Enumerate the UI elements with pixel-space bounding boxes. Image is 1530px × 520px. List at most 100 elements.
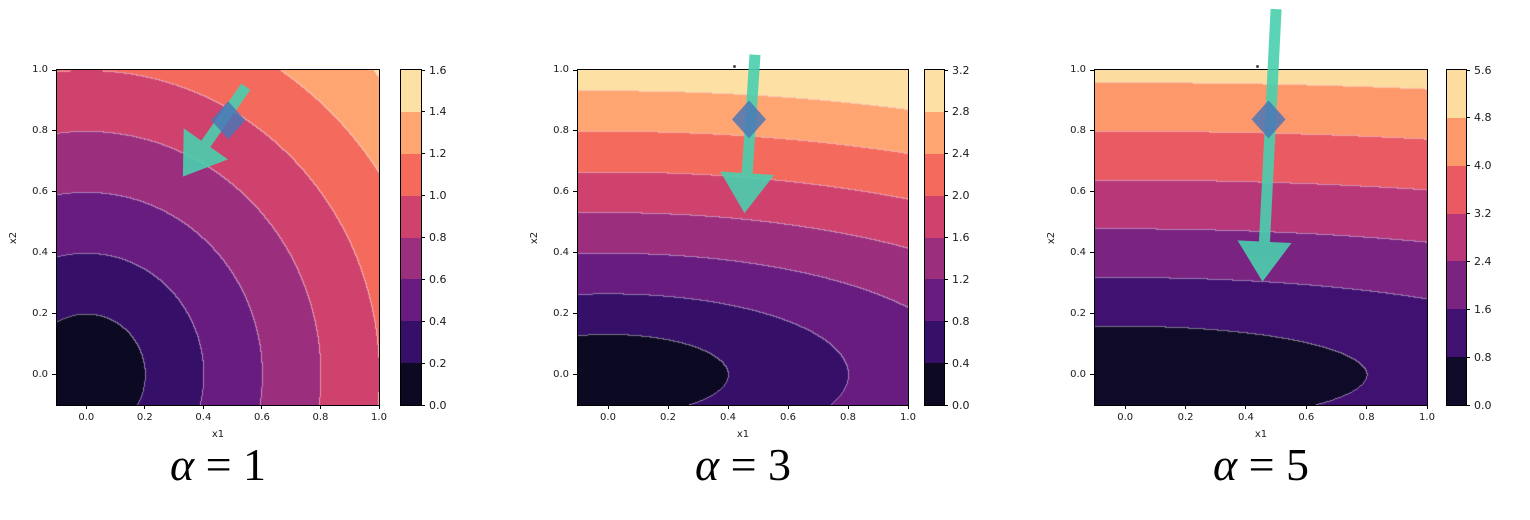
colorbar-alpha-3 <box>924 69 945 406</box>
x-tick <box>1426 405 1428 409</box>
colorbar-band <box>1447 261 1466 310</box>
colorbar-band <box>1447 70 1466 118</box>
alpha-symbol: α <box>169 439 195 490</box>
y-tick <box>573 130 577 132</box>
colorbar-tick <box>1466 165 1470 167</box>
y-tick-label: 0.0 <box>1070 368 1086 380</box>
y-tick <box>52 252 56 254</box>
y-tick-label: 0.4 <box>32 246 48 258</box>
colorbar-tick-label: 0.8 <box>429 231 447 244</box>
alpha-symbol: α <box>1212 439 1238 490</box>
colorbar-tick-label: 2.8 <box>952 105 970 119</box>
colorbar-band <box>401 70 421 112</box>
colorbar-tick <box>421 153 425 155</box>
y-tick-label: 0.0 <box>553 368 569 380</box>
x-tick-label: 0.8 <box>312 412 329 423</box>
x-tick <box>261 405 263 409</box>
x-tick <box>667 405 669 409</box>
y-tick <box>52 191 56 193</box>
colorbar-alpha-1 <box>400 69 422 406</box>
colorbar-tick-label: 1.6 <box>1474 302 1492 316</box>
colorbar-band <box>401 195 421 238</box>
colorbar-tick <box>1466 260 1470 262</box>
alpha-symbol: α <box>694 439 720 490</box>
colorbar-tick <box>1466 117 1470 119</box>
y-tick-label: 0.4 <box>553 246 569 258</box>
colorbar-tick-label: 2.0 <box>952 189 970 203</box>
y-tick-label: 0.6 <box>1070 185 1086 197</box>
colorbar-tick <box>421 404 425 406</box>
y-axis-label: x2 <box>1046 231 1057 244</box>
y-tick <box>1090 130 1094 132</box>
y-tick-label: 0.2 <box>1070 307 1086 319</box>
y-tick <box>573 252 577 254</box>
colorbar-tick-label: 0.4 <box>429 314 447 328</box>
colorbar-alpha-5 <box>1446 69 1467 406</box>
colorbar-band <box>401 321 421 364</box>
colorbar-tick-label: 1.6 <box>429 63 447 77</box>
x-tick-label: 1.0 <box>900 412 916 423</box>
colorbar-tick-label: 0.0 <box>429 398 447 412</box>
colorbar-tick <box>944 195 948 197</box>
colorbar-tick-label: 5.6 <box>1474 63 1492 77</box>
colorbar-tick <box>1466 356 1470 358</box>
y-tick-label: 0.4 <box>1070 246 1086 258</box>
y-tick <box>1090 191 1094 193</box>
colorbar-band <box>1447 213 1466 262</box>
y-tick <box>52 313 56 315</box>
colorbar-tick-label: 1.6 <box>952 231 970 244</box>
colorbar-tick <box>421 278 425 280</box>
colorbar-tick <box>944 237 948 238</box>
colorbar-band <box>1447 309 1466 358</box>
y-tick-label: 1.0 <box>32 64 48 75</box>
y-tick-label: 0.8 <box>553 124 569 136</box>
colorbar-tick <box>1466 404 1470 406</box>
figure-caption-alpha-1: α = 1 <box>58 436 378 494</box>
colorbar-band <box>925 70 944 112</box>
colorbar-tick <box>944 404 948 406</box>
caption-value: = 1 <box>194 439 267 490</box>
colorbar-band <box>401 279 421 322</box>
x-tick-label: 0.0 <box>600 412 616 423</box>
x-tick <box>847 405 849 409</box>
y-tick <box>1090 313 1094 315</box>
x-tick-label: 0.4 <box>195 412 212 423</box>
colorbar-tick <box>1466 213 1470 215</box>
y-tick <box>573 374 577 376</box>
x-tick <box>202 405 204 409</box>
colorbar-tick <box>421 362 425 364</box>
colorbar-tick <box>944 278 948 280</box>
x-axis-label: x1 <box>1254 429 1268 440</box>
y-tick <box>573 69 577 71</box>
colorbar-band <box>925 237 944 280</box>
figure-caption-alpha-3: α = 3 <box>583 436 903 494</box>
colorbar-tick-label: 0.0 <box>952 398 970 412</box>
y-tick-label: 0.6 <box>553 185 569 197</box>
axes-frame-alpha-5 <box>1094 69 1428 406</box>
y-tick-label: 0.8 <box>32 124 48 136</box>
colorbar-tick-label: 1.2 <box>952 272 970 286</box>
colorbar-tick <box>421 195 425 197</box>
colorbar-band <box>925 363 944 405</box>
colorbar-tick <box>944 320 948 322</box>
axes-frame-alpha-1 <box>56 69 380 406</box>
y-tick <box>52 130 56 132</box>
y-tick-label: 0.2 <box>553 307 569 319</box>
x-tick-label: 0.0 <box>1117 412 1134 423</box>
y-tick <box>1090 69 1094 71</box>
colorbar-tick-label: 3.2 <box>1474 207 1492 221</box>
y-tick-label: 0.8 <box>1070 124 1086 136</box>
x-tick-label: 1.0 <box>1419 412 1435 423</box>
stray-dot <box>1256 65 1259 68</box>
x-tick-label: 0.2 <box>1177 412 1194 423</box>
colorbar-tick-label: 4.8 <box>1474 111 1492 125</box>
x-axis-label: x1 <box>211 429 225 440</box>
y-tick-label: 0.2 <box>32 307 48 319</box>
y-tick-label: 0.6 <box>32 185 48 197</box>
x-tick <box>607 405 609 409</box>
colorbar-band <box>1447 357 1466 405</box>
axes-frame-alpha-3 <box>577 69 909 406</box>
stray-dot <box>733 65 736 68</box>
colorbar-tick <box>944 69 948 71</box>
